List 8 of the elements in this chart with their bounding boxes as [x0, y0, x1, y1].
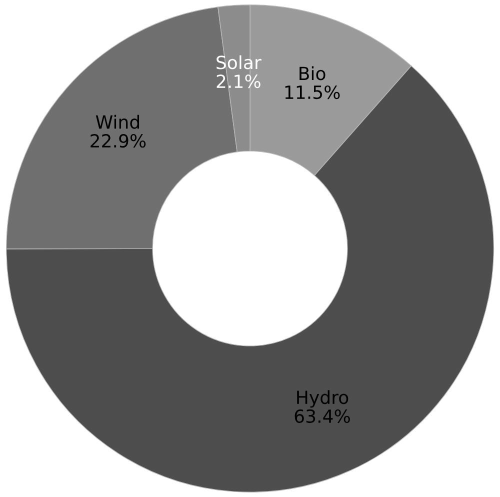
slice-label: Wind [96, 114, 140, 129]
data-label: 11.5% [285, 85, 340, 100]
data-label: 22.9% [90, 134, 146, 148]
slice-label: Hydro [297, 390, 348, 408]
slice-label: Solar [216, 55, 262, 70]
slice-label: Bio [300, 66, 326, 80]
data-label: 63.4% [294, 409, 350, 423]
data-label: 2.1% [216, 74, 260, 88]
